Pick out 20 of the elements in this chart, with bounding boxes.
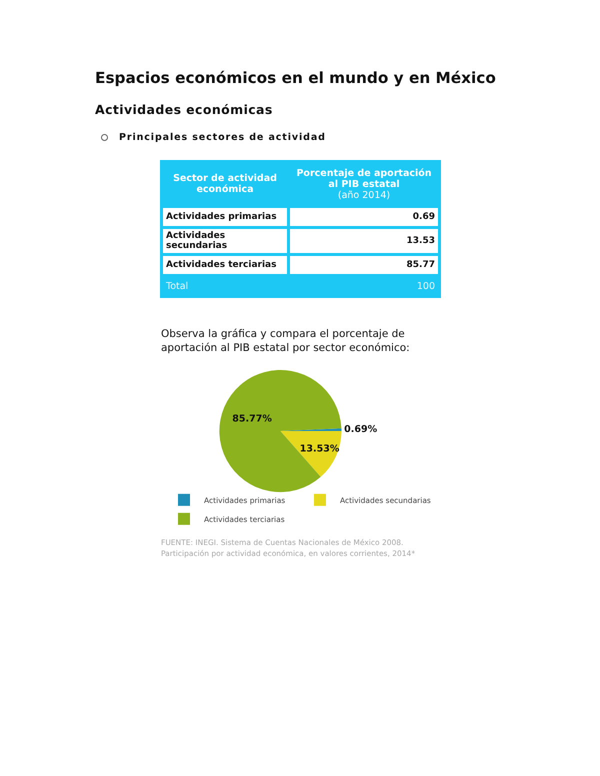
text: Sector de actividad económica — [172, 172, 278, 197]
data-label: 85.77% — [232, 414, 272, 425]
data-label: 0.69% — [344, 424, 378, 436]
text: Principales sectores de actividad — [119, 132, 326, 143]
pie-slice — [219, 370, 342, 492]
text: 100 — [416, 280, 435, 292]
text: Espacios económicos en el mundo y en México — [95, 69, 496, 87]
data-label: 13.53 — [290, 229, 438, 253]
category-label: Actividades primarias — [163, 208, 287, 226]
text: Observa la gráfica y compara el porcentaje de aportación al PIB estatal por sector económico: — [161, 327, 411, 355]
pie-slice — [280, 431, 342, 477]
data-label: 0.69 — [290, 208, 438, 226]
data-label: 13.53% — [300, 443, 340, 454]
category-label: Actividades secundarias — [163, 229, 287, 253]
data-label: 85.77 — [290, 256, 438, 274]
text: Porcentaje de aportación al PIB estatal — [295, 168, 433, 190]
text: Total — [165, 280, 190, 294]
text: (año 2014) — [336, 190, 392, 200]
text: Actividades económicas — [95, 102, 273, 117]
category-label: Actividades terciarias — [163, 256, 287, 274]
